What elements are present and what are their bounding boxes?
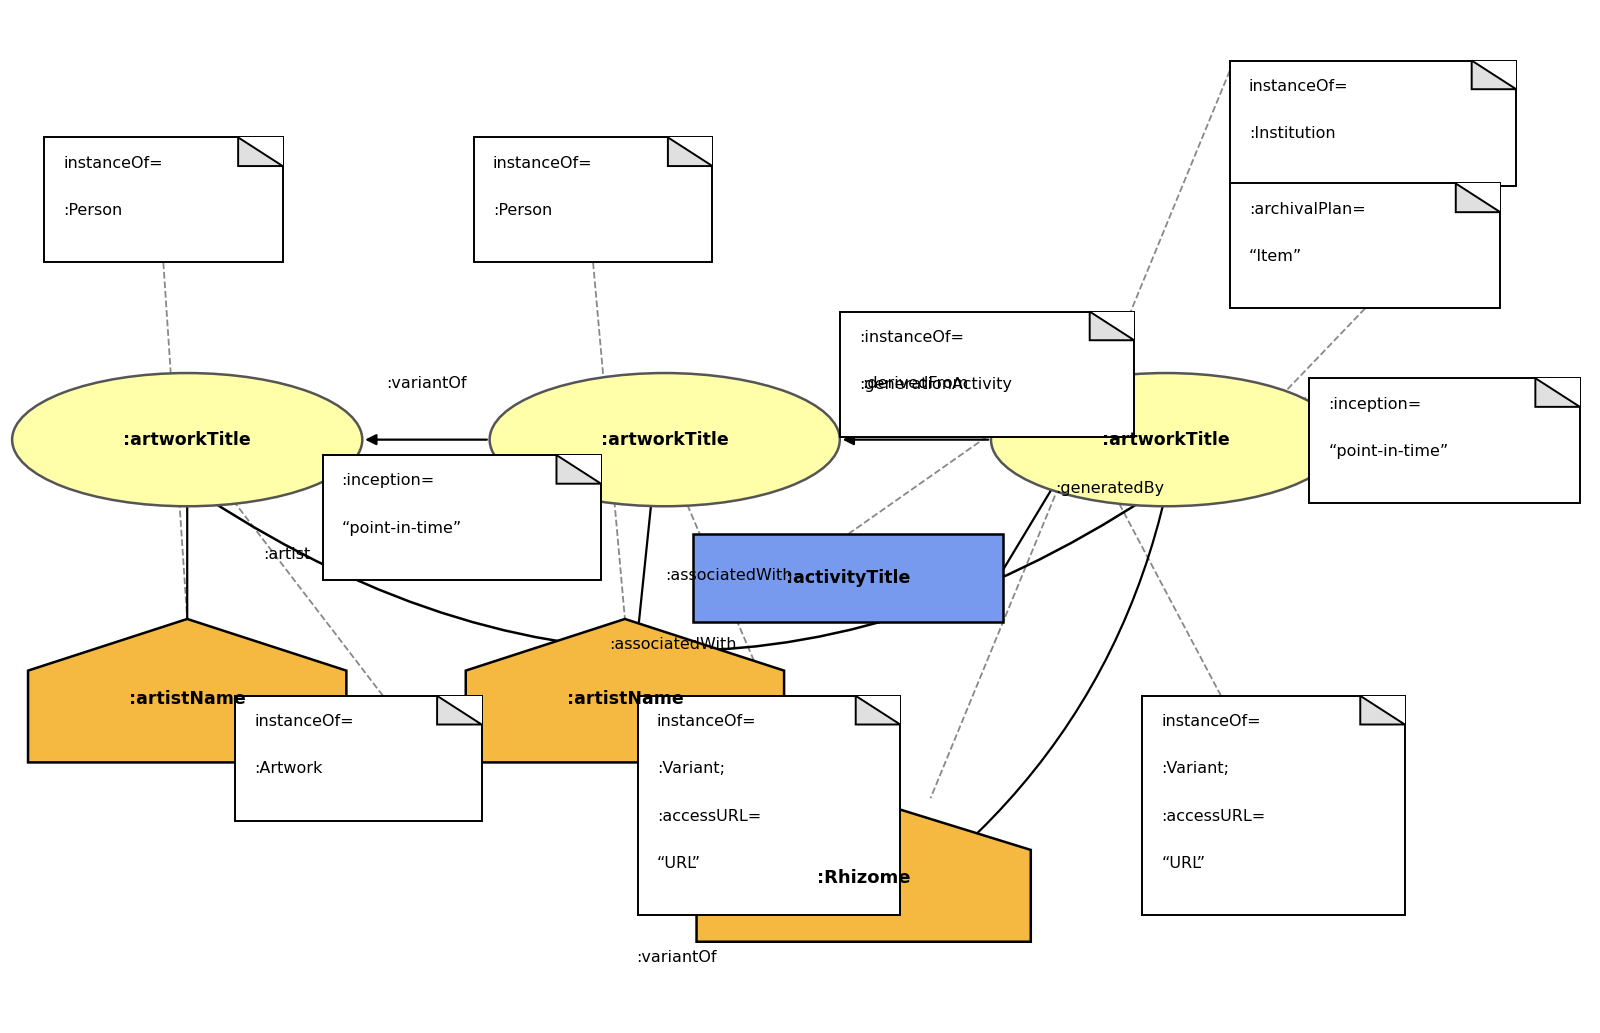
Text: :activityTitle: :activityTitle (786, 569, 910, 587)
Text: :Artwork: :Artwork (254, 761, 323, 777)
Text: “point-in-time”: “point-in-time” (1328, 444, 1448, 459)
Text: :generationActivity: :generationActivity (859, 377, 1011, 393)
Polygon shape (557, 455, 602, 483)
Polygon shape (1472, 61, 1517, 89)
Polygon shape (1360, 696, 1405, 724)
FancyBboxPatch shape (323, 455, 602, 580)
Polygon shape (557, 455, 602, 483)
Text: :associatedWith: :associatedWith (610, 637, 736, 652)
Ellipse shape (13, 373, 362, 506)
Text: :variantOf: :variantOf (637, 949, 717, 965)
Polygon shape (1456, 184, 1501, 212)
Polygon shape (1090, 312, 1134, 340)
Text: :derivedFrom: :derivedFrom (862, 376, 968, 390)
Text: :associatedWith: :associatedWith (664, 568, 792, 583)
FancyBboxPatch shape (474, 137, 712, 262)
Polygon shape (667, 137, 712, 166)
Polygon shape (1536, 378, 1579, 407)
FancyBboxPatch shape (1142, 696, 1405, 915)
Text: instanceOf=: instanceOf= (1162, 714, 1261, 729)
Polygon shape (856, 696, 901, 724)
Text: :artistName: :artistName (566, 690, 683, 708)
Polygon shape (667, 137, 712, 166)
Polygon shape (238, 137, 283, 166)
Polygon shape (238, 137, 283, 166)
FancyBboxPatch shape (638, 696, 901, 915)
Text: :accessURL=: :accessURL= (1162, 809, 1266, 823)
FancyBboxPatch shape (1309, 378, 1579, 503)
Polygon shape (466, 619, 784, 762)
Text: :Institution: :Institution (1250, 126, 1336, 142)
Polygon shape (696, 799, 1030, 942)
Text: instanceOf=: instanceOf= (254, 714, 354, 729)
Text: :archivalPlan=: :archivalPlan= (1250, 201, 1366, 217)
Text: instanceOf=: instanceOf= (656, 714, 757, 729)
Text: :instanceOf=: :instanceOf= (859, 330, 963, 345)
Text: instanceOf=: instanceOf= (1250, 79, 1349, 94)
Polygon shape (1536, 378, 1579, 407)
Ellipse shape (990, 373, 1341, 506)
Text: :accessURL=: :accessURL= (656, 809, 762, 823)
Text: “point-in-time”: “point-in-time” (342, 521, 462, 535)
Text: :Variant;: :Variant; (1162, 761, 1229, 777)
FancyBboxPatch shape (840, 312, 1134, 437)
Text: :variantOf: :variantOf (386, 376, 466, 390)
Text: :generatedBy: :generatedBy (1054, 480, 1163, 496)
Polygon shape (437, 696, 482, 724)
Text: instanceOf=: instanceOf= (493, 156, 592, 170)
Text: :Rhizome: :Rhizome (818, 869, 910, 887)
Text: “Item”: “Item” (1250, 249, 1302, 264)
Text: :inception=: :inception= (1328, 397, 1422, 411)
Text: :artist: :artist (264, 547, 310, 562)
Text: :artworkTitle: :artworkTitle (1102, 431, 1230, 448)
FancyBboxPatch shape (693, 534, 1003, 622)
Polygon shape (1360, 696, 1405, 724)
Text: :Variant;: :Variant; (656, 761, 725, 777)
Text: :artworkTitle: :artworkTitle (602, 431, 728, 448)
Polygon shape (437, 696, 482, 724)
FancyBboxPatch shape (1230, 184, 1501, 309)
Text: :Person: :Person (62, 202, 122, 218)
Polygon shape (1456, 184, 1501, 212)
Text: :artworkTitle: :artworkTitle (123, 431, 251, 448)
Polygon shape (856, 696, 901, 724)
FancyBboxPatch shape (43, 137, 283, 262)
Ellipse shape (490, 373, 840, 506)
Text: instanceOf=: instanceOf= (62, 156, 163, 170)
Text: “URL”: “URL” (1162, 855, 1205, 871)
Polygon shape (29, 619, 346, 762)
Text: :Person: :Person (493, 202, 552, 218)
Polygon shape (1472, 61, 1517, 89)
Text: :artistName: :artistName (130, 690, 245, 708)
FancyBboxPatch shape (235, 696, 482, 821)
Text: :inception=: :inception= (342, 473, 435, 489)
Text: “URL”: “URL” (656, 855, 701, 871)
FancyBboxPatch shape (1230, 61, 1517, 186)
Polygon shape (1090, 312, 1134, 340)
